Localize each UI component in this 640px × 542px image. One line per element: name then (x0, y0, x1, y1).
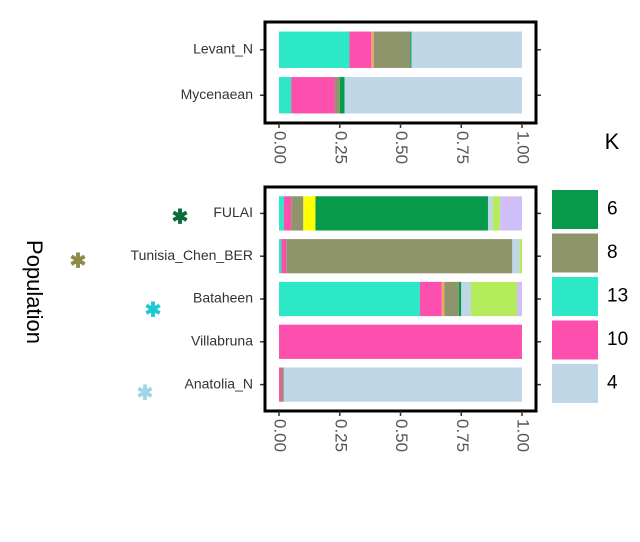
bar-segment (492, 196, 501, 231)
legend-label: 6 (607, 199, 618, 220)
bar-segment (281, 239, 287, 274)
legend-label: 8 (607, 242, 618, 263)
bar-segment (279, 281, 420, 317)
x-tick-label: 0.75 (453, 131, 472, 164)
bar-segment (441, 281, 445, 317)
bar-segment (411, 31, 522, 68)
asterisk: ✱ (137, 382, 154, 404)
bar-segment (519, 239, 522, 274)
bar-segment (281, 367, 284, 402)
x-tick-label: 0.00 (271, 131, 290, 164)
bar-segment (334, 77, 340, 114)
x-tick-label: 0.00 (271, 419, 290, 452)
legend-key (552, 277, 598, 316)
bar-segment (315, 196, 488, 231)
bar-segment (279, 239, 282, 274)
x-tick-label: 1.00 (514, 419, 533, 452)
bar-segment (339, 77, 345, 114)
asterisk: ✱ (145, 299, 162, 321)
markers: ✱ ✱ ✱ ✱ (70, 206, 189, 404)
legend-label: 10 (607, 329, 628, 350)
bar-segment (291, 196, 304, 231)
bar-segment (286, 239, 513, 274)
y-tick-label: FULAI (213, 204, 253, 220)
bar-segment (444, 281, 459, 317)
bar-segment (517, 281, 522, 317)
bar-segment (279, 367, 282, 402)
bar-segment (349, 31, 372, 68)
bar-segment (279, 77, 292, 114)
bar-segment (303, 196, 316, 231)
legend-key (552, 190, 598, 229)
y-tick-label: Villabruna (191, 333, 253, 349)
legend-title: K (605, 129, 620, 154)
bar-segment (419, 281, 442, 317)
bar-segment (470, 281, 518, 317)
bar-segment (344, 77, 522, 114)
bar-segment (291, 77, 335, 114)
x-tick-label: 1.00 (514, 131, 533, 164)
y-tick-label: Tunisia_Chen_BER (131, 247, 253, 263)
y-tick-label: Mycenaean (181, 86, 253, 102)
bar-segment (279, 31, 350, 68)
asterisk: ✱ (70, 250, 87, 272)
bar-segment (283, 367, 522, 402)
legend-label: 4 (607, 373, 618, 394)
bar-segment (487, 196, 493, 231)
bar-segment (373, 31, 411, 68)
legend-key (552, 233, 598, 273)
legend-key (552, 320, 598, 360)
legend-key (552, 364, 598, 403)
x-tick-label: 0.50 (392, 419, 411, 452)
bar-segment (283, 196, 292, 231)
y-tick-label: Anatolia_N (185, 375, 254, 391)
y-axis-label: Population (22, 240, 47, 344)
x-tick-label: 0.75 (453, 419, 472, 452)
y-tick-label: Levant_N (193, 40, 253, 56)
bar-segment (279, 324, 522, 359)
bar-segment (371, 31, 374, 68)
legend-label: 13 (607, 286, 628, 307)
x-tick-label: 0.25 (331, 131, 350, 164)
bar-segment (512, 239, 520, 274)
bar-segment (410, 31, 412, 68)
x-tick-label: 0.50 (392, 131, 411, 164)
bar-segment (500, 196, 522, 231)
y-tick-label: Bataheen (193, 290, 253, 306)
x-tick-label: 0.25 (331, 419, 350, 452)
bar-segment (461, 281, 471, 317)
bar-segment (279, 196, 284, 231)
bar-segment (458, 281, 462, 317)
asterisk: ✱ (172, 206, 189, 228)
